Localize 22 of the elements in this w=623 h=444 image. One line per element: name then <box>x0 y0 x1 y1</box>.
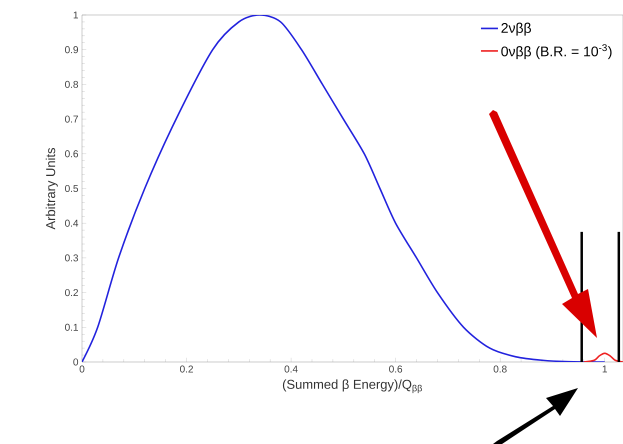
y-tick-label: 0.1 <box>65 324 78 331</box>
x-tick-label: 0.6 <box>389 366 402 373</box>
x-tick-label: 0.8 <box>494 366 507 373</box>
y-tick-label: 0.5 <box>65 184 78 192</box>
legend-label: 2νββ <box>501 22 531 36</box>
x-tick-label: 0 <box>80 366 84 373</box>
y-tick-label: 0.4 <box>65 220 78 227</box>
x-axis-title: (Summed β Energy)/Q$_{ββ}$ <box>282 379 422 394</box>
y-tick-label: 0.7 <box>65 116 78 123</box>
line-series <box>583 352 623 362</box>
y-tick-label: 0.2 <box>65 289 78 296</box>
x-tick-label: 0.4 <box>284 366 298 373</box>
y-tick-label: 0.6 <box>65 150 78 158</box>
x-tick-label: 0.2 <box>180 366 193 373</box>
y-tick-label: 0 <box>73 358 78 366</box>
y-tick-label: 0.9 <box>65 46 78 54</box>
y-tick-label: 1 <box>74 12 78 18</box>
y-tick-label: 0.8 <box>65 80 78 88</box>
legend-label: 0νββ (B.R. = 10$^{-3}$) <box>501 44 612 60</box>
y-tick-label: 0.3 <box>65 254 78 262</box>
x-tick-label: 1 <box>602 366 608 372</box>
y-axis-title: Arbitrary Units <box>46 148 58 230</box>
